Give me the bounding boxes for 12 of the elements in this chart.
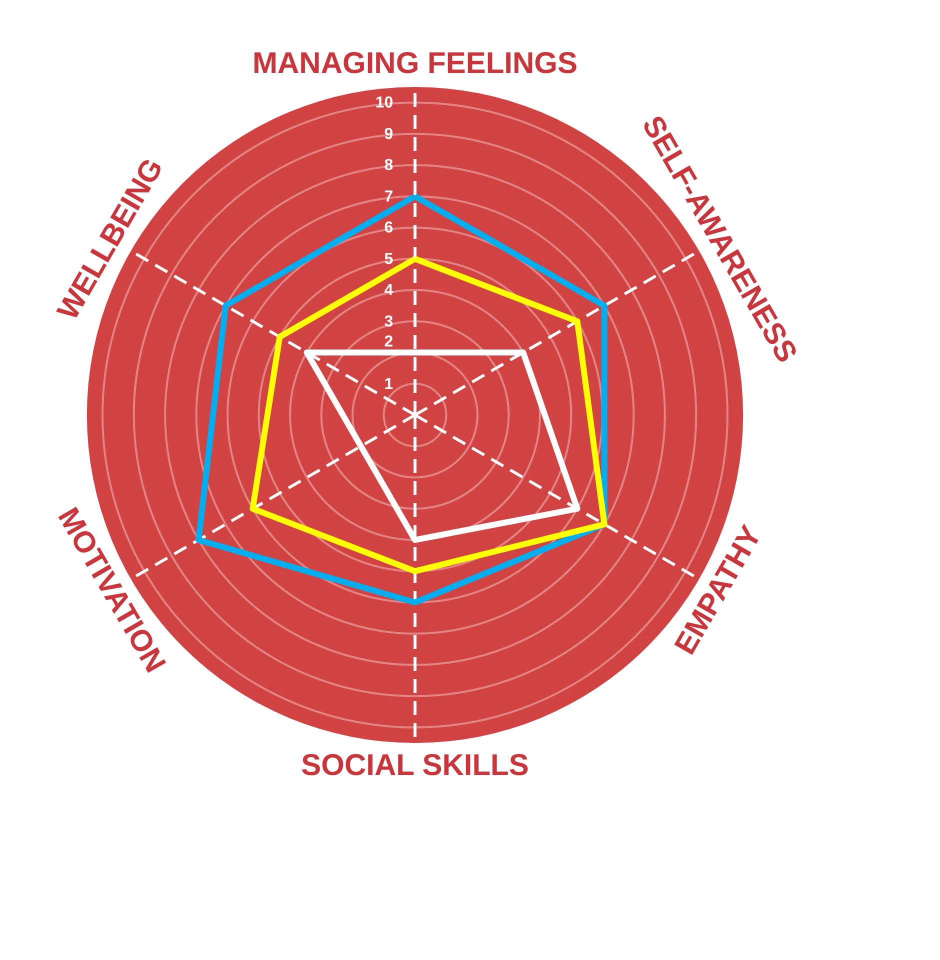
y-tick-label: 1 [384, 376, 394, 393]
y-tick-label: 6 [384, 220, 394, 237]
y-tick-label: 9 [384, 126, 394, 143]
y-tick-label: 8 [384, 157, 394, 174]
y-tick-label: 2 [384, 334, 394, 351]
spoke-label: MANAGING FEELINGS [252, 47, 578, 80]
y-tick-label: 7 [384, 188, 394, 206]
y-tick-label: 3 [384, 313, 394, 330]
y-tick-label: 5 [384, 250, 394, 268]
y-tick-label: 4 [384, 282, 394, 300]
spoke-label: SOCIAL SKILLS [301, 748, 529, 782]
y-tick-label: 10 [375, 94, 394, 112]
